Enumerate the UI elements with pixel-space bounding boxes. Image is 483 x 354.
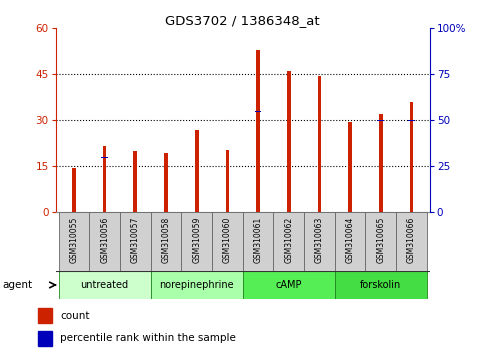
Title: GDS3702 / 1386348_at: GDS3702 / 1386348_at: [165, 14, 320, 27]
Text: agent: agent: [2, 280, 32, 290]
Bar: [348, 122, 352, 212]
Bar: [151, 212, 181, 271]
Text: GSM310062: GSM310062: [284, 217, 293, 263]
Text: GSM310066: GSM310066: [407, 217, 416, 263]
Bar: [89, 212, 120, 271]
Text: GSM310059: GSM310059: [192, 217, 201, 263]
Bar: [410, 102, 413, 212]
Text: cAMP: cAMP: [275, 280, 302, 290]
Bar: [378, 120, 384, 121]
Bar: [243, 212, 273, 271]
Bar: [195, 130, 199, 212]
Bar: [151, 271, 243, 299]
Bar: [255, 111, 261, 112]
Bar: [133, 151, 137, 212]
Bar: [103, 147, 106, 212]
Bar: [58, 212, 89, 271]
Bar: [120, 212, 151, 271]
Bar: [226, 149, 229, 212]
Bar: [256, 50, 260, 212]
Bar: [408, 120, 415, 121]
Text: GSM310057: GSM310057: [131, 217, 140, 263]
Bar: [335, 212, 366, 271]
Text: GSM310058: GSM310058: [161, 217, 170, 263]
Bar: [335, 271, 427, 299]
Text: GSM310056: GSM310056: [100, 217, 109, 263]
Bar: [181, 212, 212, 271]
Text: GSM310065: GSM310065: [376, 217, 385, 263]
Bar: [273, 212, 304, 271]
Text: untreated: untreated: [81, 280, 128, 290]
Bar: [287, 71, 291, 212]
Bar: [379, 114, 383, 212]
Text: GSM310064: GSM310064: [346, 217, 355, 263]
Text: GSM310063: GSM310063: [315, 217, 324, 263]
Bar: [396, 212, 427, 271]
Text: GSM310061: GSM310061: [254, 217, 263, 263]
Bar: [58, 271, 151, 299]
Bar: [243, 271, 335, 299]
Bar: [101, 157, 108, 158]
Text: percentile rank within the sample: percentile rank within the sample: [60, 333, 236, 343]
Bar: [72, 168, 76, 212]
Text: forskolin: forskolin: [360, 280, 401, 290]
Text: norepinephrine: norepinephrine: [159, 280, 234, 290]
Bar: [366, 212, 396, 271]
Bar: [164, 153, 168, 212]
Text: GSM310055: GSM310055: [70, 217, 78, 263]
Bar: [212, 212, 243, 271]
Bar: [318, 76, 321, 212]
Bar: [38, 331, 52, 346]
Bar: [38, 308, 52, 323]
Bar: [304, 212, 335, 271]
Text: GSM310060: GSM310060: [223, 217, 232, 263]
Text: count: count: [60, 311, 90, 321]
